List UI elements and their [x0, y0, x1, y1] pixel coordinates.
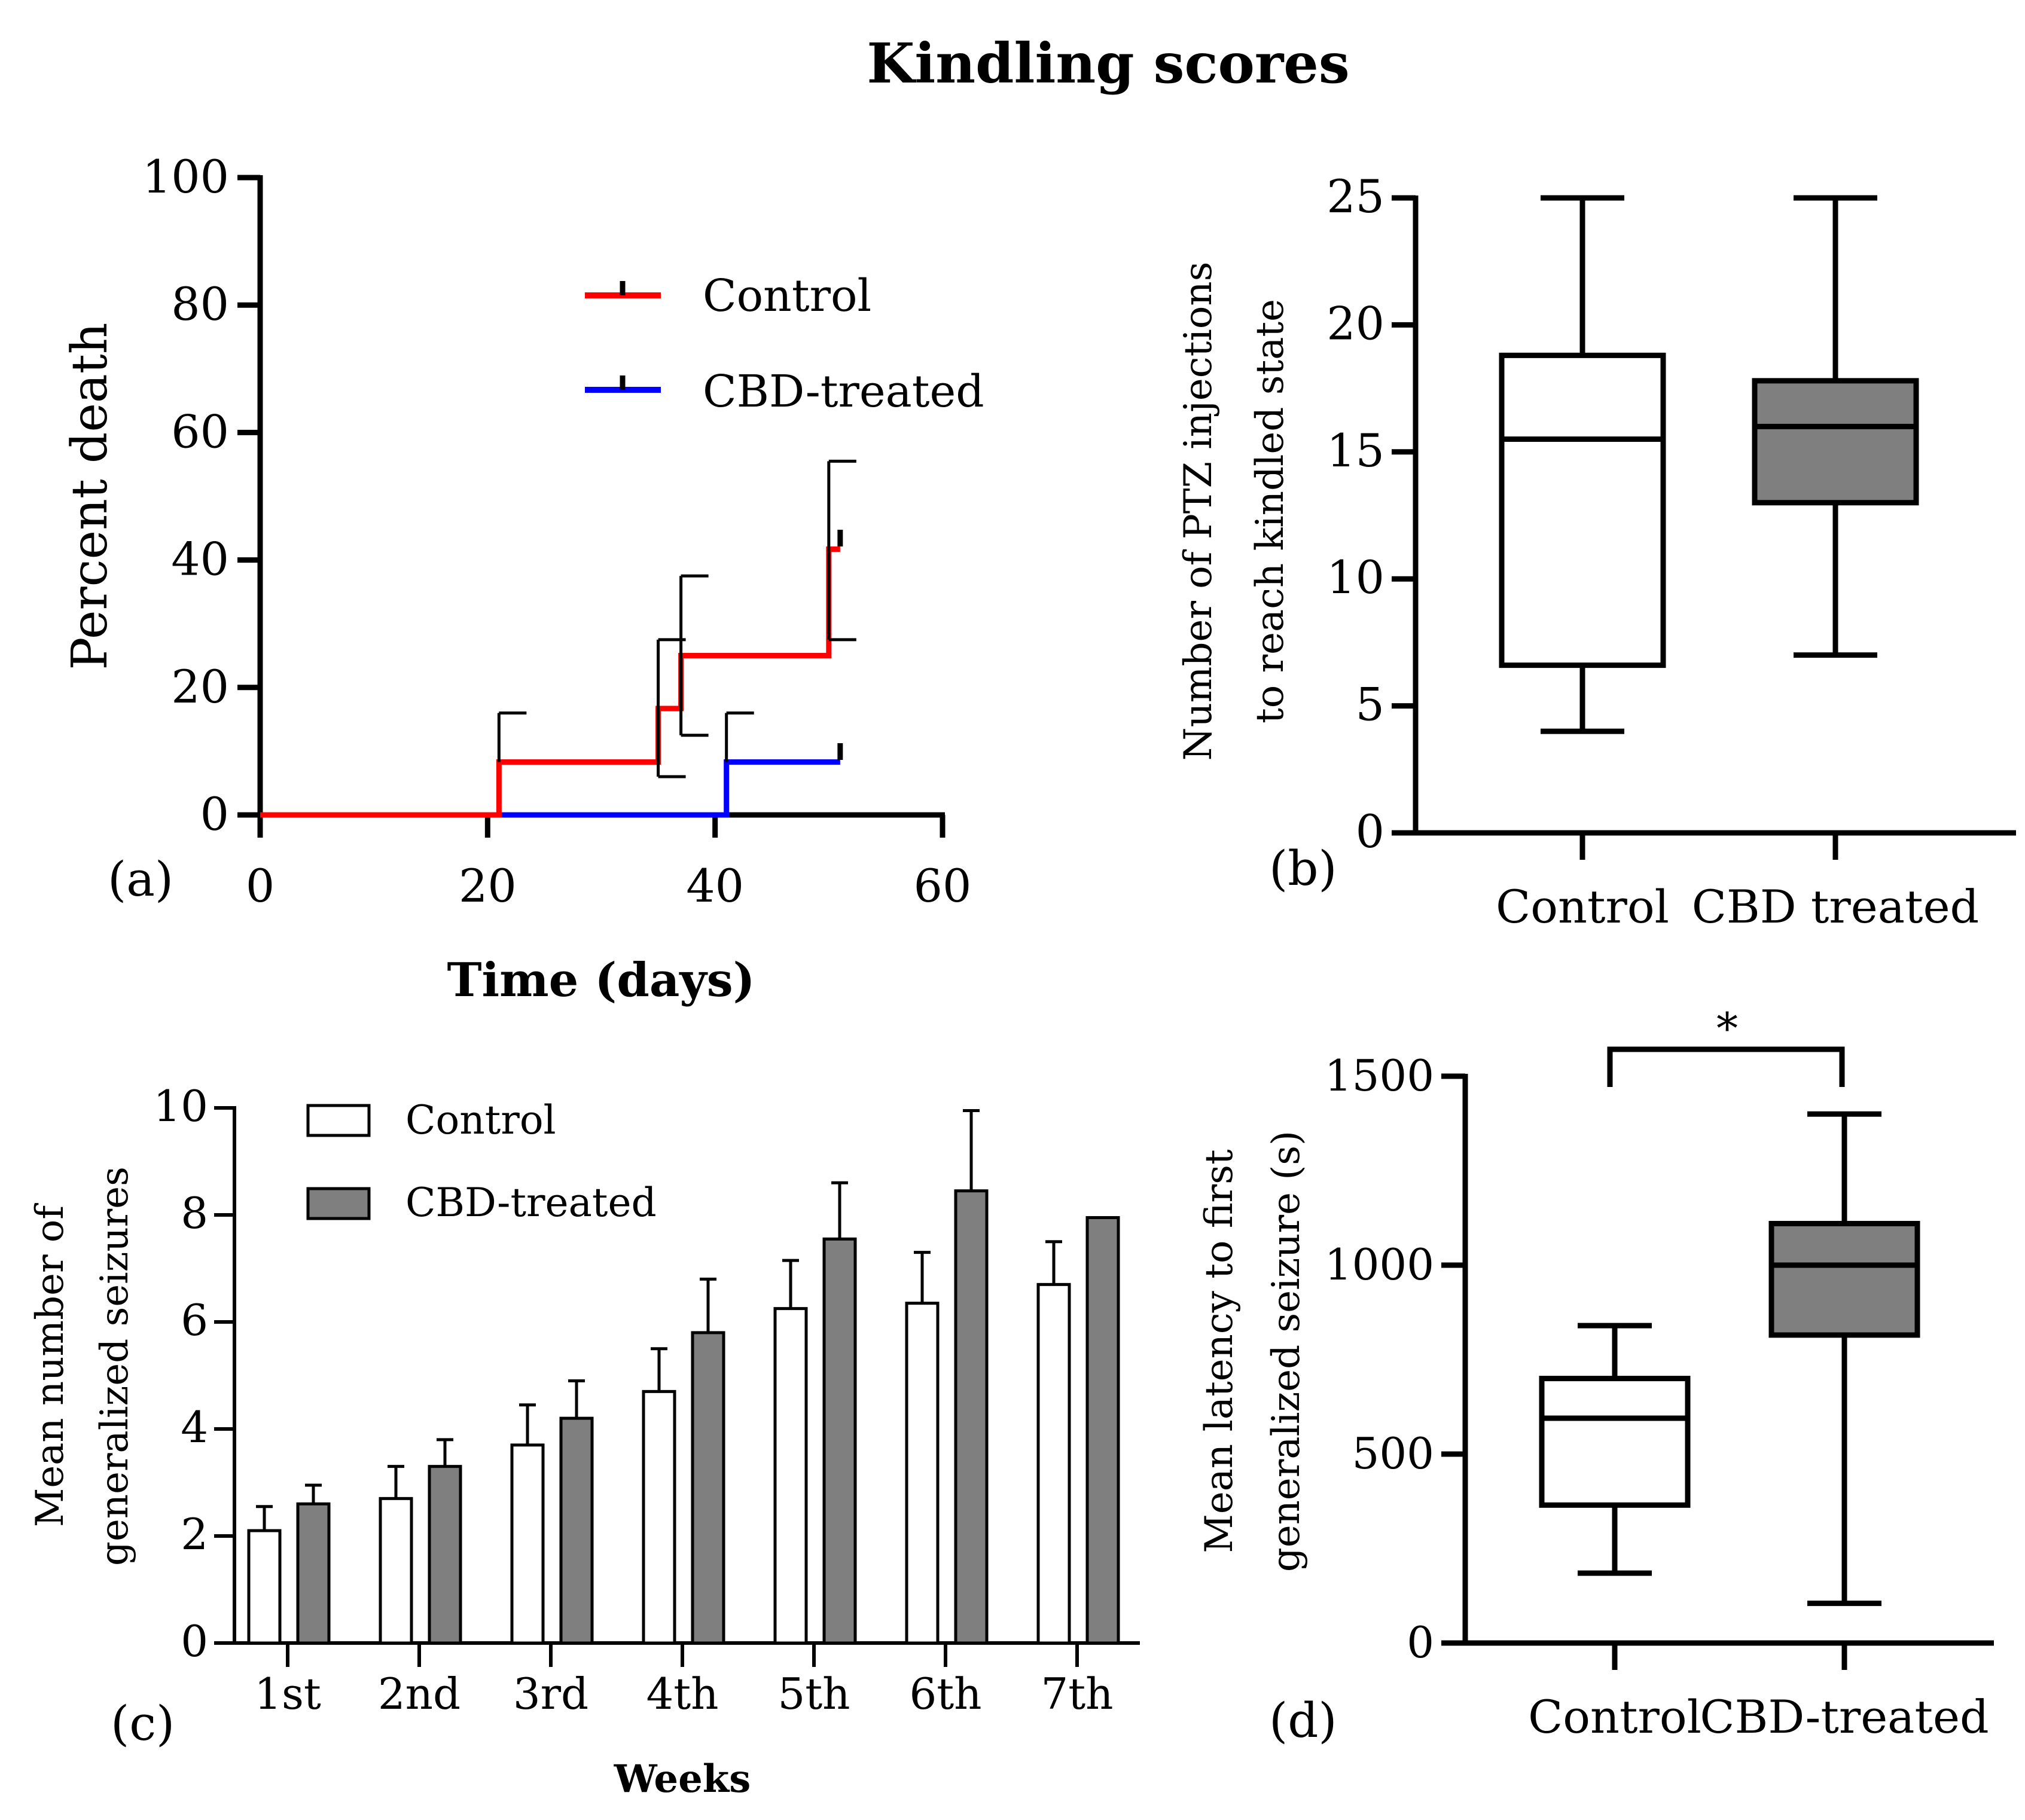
panel-c-y-tick-label: 10 [153, 1081, 208, 1131]
panel-c-bar-chart: (c) Mean number of generalized seizures … [28, 1081, 1140, 1801]
legend-cbd-bar-label: CBD-treated [405, 1180, 657, 1226]
panel-a-y-tick-label: 60 [171, 405, 229, 458]
panel-b-x-tick-label: CBD treated [1692, 880, 1979, 933]
panel-c-x-tick-label: 6th [909, 1669, 981, 1719]
significance-bracket: * [1607, 1003, 1845, 1087]
panel-c-y-tick-label: 8 [181, 1188, 208, 1238]
panel-a-x-tick-label: 0 [246, 859, 275, 912]
panel-a-x-tick-label: 20 [459, 859, 517, 912]
panel-c-bar-control [773, 1307, 808, 1645]
panel-c-bar-cbd [1085, 1216, 1120, 1645]
panel-c-bar-control [642, 1390, 676, 1645]
panel-b-y-tick-label: 5 [1356, 678, 1384, 731]
panel-c-y-tick-label: 4 [181, 1402, 208, 1452]
panel-b-box-plot: (b) Number of PTZ injections to reach ki… [1176, 170, 2016, 933]
panel-a-y-tick-label: 100 [142, 150, 229, 203]
panel-a-control-survival-line [260, 546, 840, 818]
panel-b-box-cbd [1752, 378, 1919, 506]
panel-d-y-axis-label-line2: generalized seizure (s) [1264, 1131, 1309, 1572]
panel-c-y-tick-label: 2 [181, 1509, 208, 1559]
panel-c-bar-control [247, 1529, 282, 1645]
panel-b-y-tick-label: 0 [1356, 805, 1384, 858]
panel-c-x-tick-label: 7th [1041, 1669, 1113, 1719]
panel-a-y-tick-label: 40 [171, 533, 229, 586]
panel-a-y-axis-label: Percent death [62, 322, 118, 670]
panel-c-bar-control [1036, 1282, 1071, 1645]
panel-d-box-plot: (d) Mean latency to first generalized se… [1197, 1003, 1994, 1748]
panel-c-y-axis-label-line2: generalized seizures [93, 1166, 137, 1566]
panel-c-bar-control [905, 1302, 940, 1645]
panel-c-bar-control [379, 1497, 413, 1645]
legend-control-label: Control [703, 270, 871, 322]
panel-c-label: (c) [111, 1696, 175, 1751]
panel-a-survival-chart: (a) Percent death Time (days) 0 20 40 60 80 1… [62, 150, 984, 1007]
panel-d-y-tick-label: 1000 [1325, 1239, 1434, 1290]
panel-c-x-tick-label: 2nd [378, 1669, 460, 1719]
panel-c-bar-cbd [691, 1331, 725, 1645]
panel-b-y-tick-label: 15 [1326, 424, 1384, 477]
panel-c-y-tick-label: 0 [181, 1616, 208, 1666]
panel-b-y-axis-label-line1: Number of PTZ injections [1176, 262, 1221, 761]
panel-d-x-tick-label: CBD-treated [1700, 1690, 1989, 1743]
panel-b-y-tick-label: 10 [1326, 551, 1384, 604]
panel-c-x-tick-label: 3rd [513, 1669, 588, 1719]
panel-d-label: (d) [1269, 1693, 1337, 1748]
panel-a-x-axis-label: Time (days) [447, 953, 755, 1007]
panel-d-y-tick-label: 500 [1352, 1428, 1434, 1479]
panel-c-bar-cbd [296, 1502, 331, 1645]
panel-c-x-axis-label: Weeks [614, 1757, 751, 1801]
panel-b-x-tick-label: Control [1496, 880, 1669, 933]
legend-control-bar-swatch [306, 1104, 371, 1137]
panel-d-box-control [1539, 1376, 1691, 1508]
panel-b-box-control [1499, 352, 1666, 668]
legend-control-bar-label: Control [405, 1097, 556, 1143]
figure-title: Kindling scores [867, 31, 1349, 96]
panel-a-legend: Control CBD-treated [585, 270, 984, 417]
significance-asterisk: * [1716, 1003, 1738, 1053]
panel-a-x-tick-label: 60 [914, 859, 972, 912]
panel-c-y-axis-label-line1: Mean number of [28, 1203, 72, 1528]
panel-b-y-tick-label: 25 [1326, 170, 1384, 223]
panel-d-y-tick-label: 0 [1407, 1617, 1434, 1668]
panel-c-bar-cbd [954, 1189, 989, 1645]
panel-c-bar-cbd [559, 1416, 594, 1645]
panel-c-bar-cbd [822, 1237, 857, 1645]
panel-c-legend: Control CBD-treated [306, 1097, 657, 1226]
panel-c-bar-cbd [428, 1465, 462, 1645]
panel-b-y-tick-label: 20 [1326, 297, 1384, 350]
panel-a-label: (a) [108, 851, 173, 907]
panel-c-x-tick-label: 5th [777, 1669, 850, 1719]
panel-d-y-tick-label: 1500 [1325, 1051, 1434, 1101]
panel-c-bar-control [510, 1443, 545, 1645]
panel-a-y-tick-label: 80 [171, 277, 229, 331]
panel-c-x-tick-label: 1st [254, 1669, 321, 1719]
panel-a-cbd-survival-line [260, 759, 840, 818]
panel-a-x-tick-label: 40 [686, 859, 744, 912]
panel-d-x-tick-label: Control [1528, 1690, 1701, 1743]
significance-bracket-line [1607, 1046, 1845, 1087]
panel-a-y-tick-label: 0 [200, 787, 229, 841]
panel-c-y-tick-label: 6 [181, 1295, 208, 1345]
panel-a-y-tick-label: 20 [171, 660, 229, 713]
legend-cbd-label: CBD-treated [703, 366, 984, 417]
panel-d-y-axis-label-line1: Mean latency to first [1197, 1149, 1242, 1553]
panel-b-y-axis-label-line2: to reach kindled state [1248, 299, 1292, 723]
panel-b-label: (b) [1269, 841, 1337, 896]
panel-d-box-cbd [1768, 1220, 1920, 1338]
panel-c-x-tick-label: 4th [646, 1669, 718, 1719]
legend-cbd-bar-swatch [306, 1187, 371, 1220]
